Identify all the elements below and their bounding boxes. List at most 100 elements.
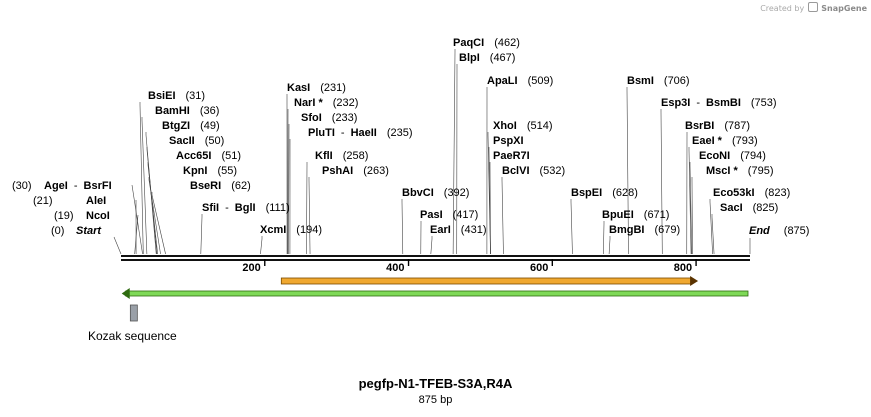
enzyme-site[interactable]: BsiEI (31) bbox=[148, 90, 205, 102]
enzyme-name: KflI bbox=[315, 150, 333, 162]
enzyme-position: (235) bbox=[387, 127, 413, 139]
enzyme-position: (30) bbox=[12, 180, 32, 192]
end-label: End bbox=[749, 225, 770, 237]
enzyme-site[interactable]: BtgZI (49) bbox=[162, 120, 220, 132]
enzyme-name-text: BspEI (628) bbox=[571, 187, 638, 199]
enzyme-name-text: BbvCI (392) bbox=[402, 187, 469, 199]
cut-site-guide bbox=[306, 162, 308, 255]
enzyme-position: (49) bbox=[200, 120, 220, 132]
enzyme-site[interactable]: BlpI (467) bbox=[459, 52, 515, 64]
enzyme-site[interactable]: SfiI - BglI (111) bbox=[202, 202, 290, 214]
enzyme-name-text: MscI * (795) bbox=[706, 165, 773, 177]
enzyme-site[interactable]: BseRI (62) bbox=[190, 180, 251, 192]
backbone-top-line bbox=[121, 255, 750, 257]
enzyme-position: (795) bbox=[748, 165, 774, 177]
cut-site-guide bbox=[452, 49, 456, 255]
enzyme-dash: - bbox=[696, 97, 700, 109]
credit-brand: SnapGene bbox=[821, 4, 867, 13]
axis-tick-label: 800 bbox=[674, 262, 692, 274]
cut-site-guide bbox=[709, 199, 713, 255]
start-marker: (0) Start bbox=[51, 225, 102, 237]
enzyme-site[interactable]: Eco53kI (823) bbox=[713, 187, 790, 199]
enzyme-position: (514) bbox=[527, 120, 553, 132]
enzyme-site[interactable]: PspXI bbox=[493, 135, 524, 147]
enzyme-site[interactable]: PluTI - HaeII (235) bbox=[308, 127, 413, 139]
enzyme-site[interactable]: (21) AleI bbox=[33, 195, 106, 207]
enzyme-site[interactable]: (30) AgeI - BsrFI bbox=[12, 180, 112, 192]
enzyme-site[interactable]: PaeR7I bbox=[493, 150, 530, 162]
enzyme-site[interactable]: BpuEI (671) bbox=[602, 209, 669, 221]
enzyme-name: NarI * bbox=[294, 97, 323, 109]
cut-site-guide bbox=[688, 147, 692, 255]
enzyme-site[interactable]: SacI (825) bbox=[720, 202, 778, 214]
enzyme-site[interactable]: XcmI (194) bbox=[260, 224, 322, 236]
enzyme-site[interactable]: EcoNI (794) bbox=[699, 150, 766, 162]
axis-tick-label: 600 bbox=[530, 262, 548, 274]
enzyme-site[interactable]: EarI (431) bbox=[430, 224, 486, 236]
enzyme-position: (787) bbox=[724, 120, 750, 132]
enzyme-name: BsiEI bbox=[148, 90, 176, 102]
cut-site-guide bbox=[501, 177, 504, 255]
enzyme-name: BclVI bbox=[502, 165, 530, 177]
snapgene-credit: Created by SnapGene bbox=[760, 2, 867, 13]
enzyme-name: BamHI bbox=[155, 105, 190, 117]
enzyme-name-text: BmgBI (679) bbox=[609, 224, 680, 236]
gene-bar[interactable] bbox=[125, 290, 749, 297]
enzyme-site[interactable]: EaeI * (793) bbox=[692, 135, 758, 147]
end-text: End (875) bbox=[749, 225, 809, 237]
enzyme-site[interactable]: Esp3I - BsmBI (753) bbox=[661, 97, 777, 109]
enzyme-site[interactable]: BmgBI (679) bbox=[609, 224, 680, 236]
enzyme-position: (55) bbox=[217, 165, 237, 177]
enzyme-name-text: KasI (231) bbox=[287, 82, 346, 94]
enzyme-site[interactable]: ApaLI (509) bbox=[487, 75, 553, 87]
enzyme-position: (21) bbox=[33, 195, 53, 207]
enzyme-site[interactable]: XhoI (514) bbox=[493, 120, 553, 132]
enzyme-site[interactable]: SfoI (233) bbox=[301, 112, 357, 124]
enzyme-site[interactable]: BsrBI (787) bbox=[685, 120, 750, 132]
enzyme-site[interactable]: (19) NcoI bbox=[54, 210, 110, 222]
enzyme-name: BspEI bbox=[571, 187, 602, 199]
enzyme-site[interactable]: KpnI (55) bbox=[183, 165, 237, 177]
enzyme-site[interactable]: BbvCI (392) bbox=[402, 187, 469, 199]
enzyme-position: (706) bbox=[664, 75, 690, 87]
enzyme-name-text: PaqCI (462) bbox=[453, 37, 520, 49]
axis-ticks: 200 400 600 800 bbox=[242, 259, 697, 274]
cut-site-guide bbox=[570, 199, 573, 255]
enzyme-position: (258) bbox=[343, 150, 369, 162]
enzyme-name-text: PspXI bbox=[493, 135, 524, 147]
enzyme-name: BseRI bbox=[190, 180, 221, 192]
enzyme-site[interactable]: SacII (50) bbox=[169, 135, 224, 147]
enzyme-position: (31) bbox=[186, 90, 206, 102]
enzyme-site[interactable]: MscI * (795) bbox=[706, 165, 773, 177]
enzyme-site[interactable]: NarI * (232) bbox=[294, 97, 358, 109]
enzyme-site[interactable]: BsmI (706) bbox=[627, 75, 690, 87]
enzyme-name: PspXI bbox=[493, 135, 524, 147]
enzyme-position: (231) bbox=[320, 82, 346, 94]
sequence-length: 875 bp bbox=[418, 394, 453, 406]
kozak-label: Kozak sequence bbox=[88, 329, 177, 343]
kozak-marker[interactable] bbox=[129, 304, 138, 322]
enzyme-name-text: BsmI (706) bbox=[627, 75, 690, 87]
enzyme-position: (36) bbox=[200, 105, 220, 117]
enzyme-position: (417) bbox=[453, 209, 479, 221]
enzyme-site[interactable]: PshAI (263) bbox=[322, 165, 389, 177]
enzyme-name-text: Acc65I (51) bbox=[176, 150, 241, 162]
enzyme-site[interactable]: PaqCI (462) bbox=[453, 37, 520, 49]
enzyme-position: (19) bbox=[54, 210, 74, 222]
orf-bar[interactable] bbox=[280, 277, 693, 285]
enzyme-name: BsmI bbox=[627, 75, 654, 87]
enzyme-site[interactable]: BspEI (628) bbox=[571, 187, 638, 199]
enzyme-site[interactable]: BclVI (532) bbox=[502, 165, 565, 177]
enzyme-site[interactable]: BamHI (36) bbox=[155, 105, 219, 117]
enzyme-name-text: (30) AgeI - BsrFI bbox=[12, 180, 112, 192]
enzyme-name-text: PluTI - HaeII (235) bbox=[308, 127, 413, 139]
enzyme-name: SfiI bbox=[202, 202, 219, 214]
cut-site-guide bbox=[151, 192, 166, 255]
enzyme-name: BsrBI bbox=[685, 120, 714, 132]
enzyme-site[interactable]: Acc65I (51) bbox=[176, 150, 241, 162]
cut-site-guide bbox=[148, 177, 161, 255]
enzyme-site[interactable]: KasI (231) bbox=[287, 82, 346, 94]
enzyme-site[interactable]: KflI (258) bbox=[315, 150, 368, 162]
enzyme-site[interactable]: PasI (417) bbox=[420, 209, 478, 221]
enzyme-name-text: (19) NcoI bbox=[54, 210, 110, 222]
